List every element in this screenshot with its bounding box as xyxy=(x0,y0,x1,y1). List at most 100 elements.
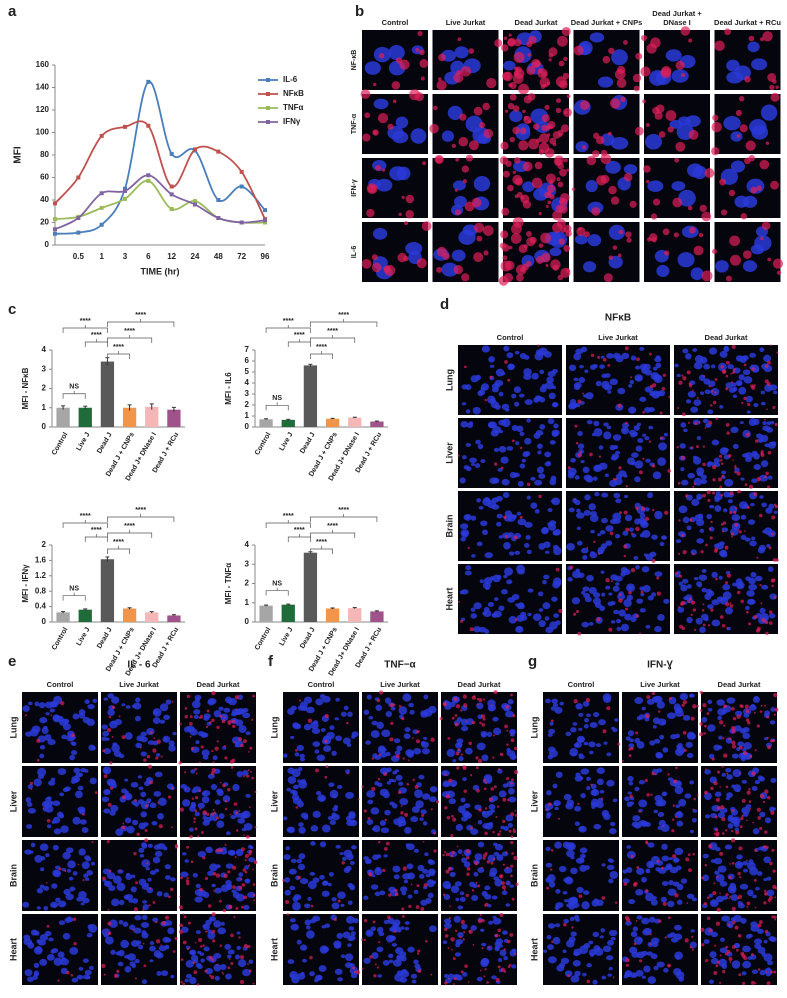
micrograph xyxy=(441,912,517,986)
nucleus xyxy=(588,741,596,748)
nucleus xyxy=(749,502,755,507)
signal xyxy=(688,226,696,234)
signal xyxy=(249,771,252,773)
signal xyxy=(211,691,216,696)
signal xyxy=(707,498,711,502)
nucleus xyxy=(546,813,551,817)
nucleus xyxy=(342,737,351,745)
nucleus xyxy=(686,893,695,899)
nucleus xyxy=(470,607,476,612)
nucleus xyxy=(537,450,542,455)
signal xyxy=(383,772,387,777)
signal xyxy=(625,527,630,532)
y-tick-label: 2 xyxy=(42,540,47,549)
micrograph xyxy=(441,840,519,911)
signal xyxy=(645,841,649,845)
signal xyxy=(698,421,701,424)
nucleus xyxy=(413,889,419,894)
nucleus xyxy=(304,903,311,909)
signal xyxy=(436,800,440,804)
nucleus xyxy=(582,586,590,592)
signal xyxy=(623,544,628,549)
nucleus xyxy=(310,841,316,846)
nucleus xyxy=(517,518,527,526)
signal xyxy=(651,558,656,563)
signal xyxy=(346,772,349,775)
signal xyxy=(160,944,162,946)
nucleus xyxy=(502,492,510,499)
nucleus xyxy=(232,783,240,792)
signal xyxy=(514,809,517,812)
nucleus xyxy=(763,939,768,944)
micrograph xyxy=(101,692,177,765)
signal xyxy=(235,708,238,711)
nucleus xyxy=(746,410,751,414)
nucleus xyxy=(138,847,145,853)
nucleus xyxy=(155,752,161,757)
nucleus xyxy=(503,825,509,831)
nucleus xyxy=(462,455,467,460)
nucleus xyxy=(674,708,684,718)
nucleus xyxy=(494,843,504,851)
nucleus xyxy=(170,877,176,882)
row-label: IFN-γ xyxy=(351,179,358,197)
signal xyxy=(680,455,685,460)
nucleus xyxy=(476,976,483,982)
nucleus xyxy=(552,783,558,789)
signal xyxy=(704,168,715,178)
signal xyxy=(235,906,239,911)
signal xyxy=(746,610,749,614)
nucleus xyxy=(347,943,352,948)
nucleus xyxy=(586,776,591,781)
nucleus xyxy=(629,946,638,954)
signal xyxy=(546,173,556,184)
nucleus xyxy=(704,814,711,819)
signal xyxy=(642,457,645,460)
nucleus xyxy=(69,947,79,955)
signal xyxy=(500,141,509,150)
nucleus xyxy=(606,955,614,961)
signal xyxy=(246,774,250,778)
micrograph-bg xyxy=(701,840,777,911)
signal xyxy=(205,930,208,933)
nucleus xyxy=(767,475,773,480)
nucleus xyxy=(599,364,605,369)
signal xyxy=(186,694,191,698)
nucleus xyxy=(570,458,576,463)
nucleus xyxy=(555,902,564,908)
signal xyxy=(664,936,667,939)
signal xyxy=(501,885,506,890)
nucleus xyxy=(634,374,643,381)
nucleus xyxy=(703,939,710,944)
nucleus xyxy=(702,418,709,424)
column-header-text: Dead Jurkat xyxy=(514,18,558,27)
micrograph xyxy=(432,222,499,282)
nucleus xyxy=(149,802,157,809)
nucleus xyxy=(651,390,660,399)
nucleus xyxy=(732,769,742,778)
nucleus xyxy=(118,899,125,906)
column-header: Dead Jurkat xyxy=(514,18,558,27)
nucleus xyxy=(371,827,377,831)
signal xyxy=(684,938,689,943)
nucleus xyxy=(764,710,771,716)
signal xyxy=(748,35,755,42)
signal xyxy=(170,887,174,892)
panel-title: IFN-Ɣ xyxy=(647,660,673,671)
signal xyxy=(493,690,498,695)
nucleus xyxy=(682,516,690,524)
signal xyxy=(229,760,234,764)
signal xyxy=(456,766,460,770)
signal xyxy=(618,229,624,235)
micrograph xyxy=(622,914,698,985)
x-tick-label: Live J xyxy=(76,431,92,452)
nucleus xyxy=(395,947,404,955)
signal xyxy=(715,828,719,832)
nucleus xyxy=(319,694,326,699)
nucleus xyxy=(504,510,513,517)
nucleus xyxy=(312,877,320,883)
nucleus xyxy=(628,384,633,388)
bar xyxy=(145,612,159,622)
signal xyxy=(667,963,671,968)
nucleus xyxy=(655,800,664,807)
